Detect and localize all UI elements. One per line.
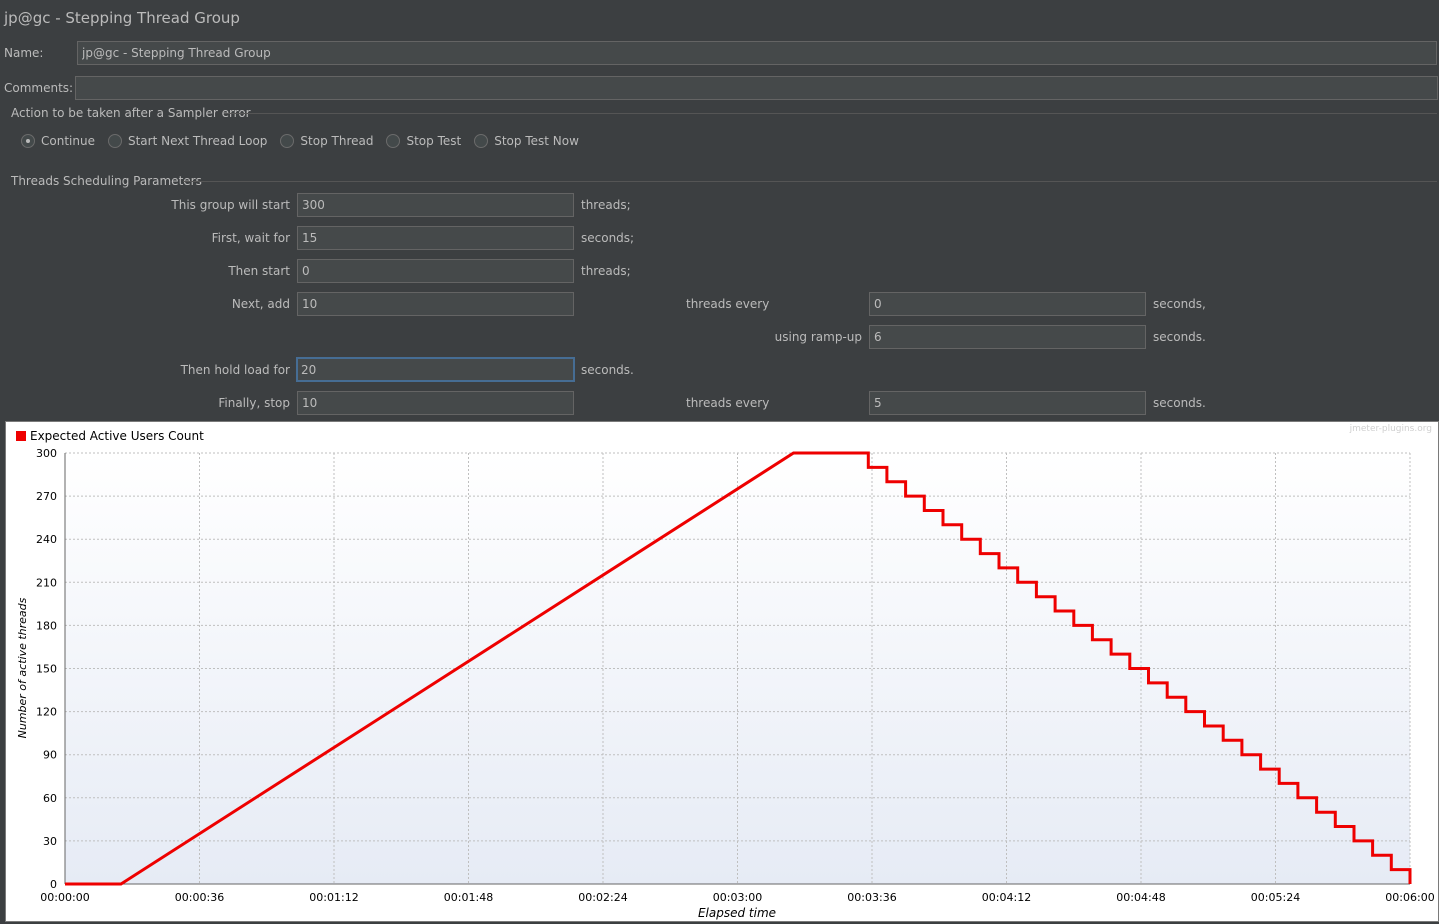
start-threads-unit: threads; [581,198,631,212]
radio-label: Start Next Thread Loop [127,134,268,148]
y-tick-label: 150 [36,663,57,676]
radio-option[interactable]: Continue [21,134,95,148]
y-tick-label: 300 [36,447,57,460]
legend-swatch [16,431,26,441]
hold-unit: seconds. [581,363,634,377]
start-threads-field[interactable] [297,193,574,217]
x-tick-label: 00:00:36 [175,891,224,904]
x-tick-label: 00:01:48 [444,891,493,904]
chart-grid [65,452,1411,884]
x-tick-label: 00:06:00 [1385,891,1434,904]
scheduling-separator [183,181,1437,182]
radio-label: Stop Thread [300,134,374,148]
y-tick-label: 30 [43,835,57,848]
sampler-error-legend: Action to be taken after a Sampler error [11,106,251,120]
series-line-expected-active-users [65,451,1412,886]
radio-circle-icon[interactable] [386,134,401,148]
stop-every-unit: seconds. [1153,396,1206,410]
x-axis-label: Elapsed time [698,906,776,920]
x-tick-labels: 00:00:00 00:00:36 00:01:12 00:01:48 00:02:24… [40,891,1434,904]
then-start-label: Then start [228,264,290,278]
name-field[interactable] [77,41,1437,65]
next-add-every-field[interactable] [869,292,1146,316]
x-tick-label: 00:04:12 [982,891,1031,904]
y-tick-labels: 0 30 60 90 120 150 180 210 240 270 300 [36,447,57,891]
then-start-unit: threads; [581,264,631,278]
x-tick-label: 00:02:24 [578,891,627,904]
radio-option[interactable]: Stop Test Now [474,134,579,148]
comments-field[interactable] [75,76,1438,100]
radio-circle-icon[interactable] [280,134,295,148]
watermark: jmeter-plugins.org [1349,424,1432,434]
scheduling-legend: Threads Scheduling Parameters [11,174,202,188]
rampup-field[interactable] [869,325,1146,349]
next-add-every-unit: seconds, [1153,297,1206,311]
legend-label: Expected Active Users Count [30,429,204,443]
radio-circle-icon[interactable] [21,134,35,148]
hold-label: Then hold load for [180,363,290,377]
hold-field[interactable] [296,357,575,382]
next-add-label: Next, add [231,297,290,311]
stop-label: Finally, stop [218,396,290,410]
y-tick-label: 210 [36,576,57,589]
radio-circle-icon[interactable] [474,134,489,148]
radio-option[interactable]: Start Next Thread Loop [107,134,268,148]
radio-option[interactable]: Stop Thread [280,134,373,148]
x-tick-label: 00:04:48 [1116,891,1165,904]
y-axis-label: Number of active threads [16,597,29,738]
radio-label: Stop Test Now [494,134,579,148]
wait-unit: seconds; [581,231,635,245]
next-add-field[interactable] [297,292,574,316]
radio-circle-icon[interactable] [107,134,122,148]
sampler-error-separator [224,113,1437,114]
radio-label: Continue [41,134,95,148]
sampler-error-options: Continue Start Next Thread Loop Stop Threa… [21,134,592,148]
y-tick-label: 180 [36,619,57,632]
stop-field[interactable] [297,391,574,415]
stop-every-label: threads every [686,396,770,410]
stop-every-field[interactable] [869,391,1146,415]
x-tick-label: 00:00:00 [40,891,89,904]
comments-label: Comments: [4,81,74,95]
radio-label: Stop Test [406,134,462,148]
y-tick-label: 0 [50,878,57,891]
radio-option[interactable]: Stop Test [386,134,461,148]
x-tick-label: 00:03:36 [847,891,896,904]
next-add-every-label: threads every [686,297,770,311]
expected-users-chart: 0 30 60 90 120 150 180 210 240 270 300 00:00:00 00:… [5,421,1439,922]
then-start-field[interactable] [297,259,574,283]
page-title: jp@gc - Stepping Thread Group [4,9,240,27]
y-tick-label: 120 [36,706,57,719]
x-tick-label: 00:03:00 [713,891,762,904]
y-tick-label: 60 [43,792,57,805]
y-tick-label: 90 [43,749,57,762]
start-threads-label: This group will start [171,198,290,212]
x-tick-label: 00:01:12 [309,891,358,904]
wait-field[interactable] [297,226,574,250]
x-tick-label: 00:05:24 [1251,891,1300,904]
y-tick-label: 240 [36,533,57,546]
wait-label: First, wait for [211,231,290,245]
y-tick-label: 270 [36,490,57,503]
name-label: Name: [4,46,44,60]
rampup-unit: seconds. [1153,330,1206,344]
rampup-label: using ramp-up [774,330,862,344]
